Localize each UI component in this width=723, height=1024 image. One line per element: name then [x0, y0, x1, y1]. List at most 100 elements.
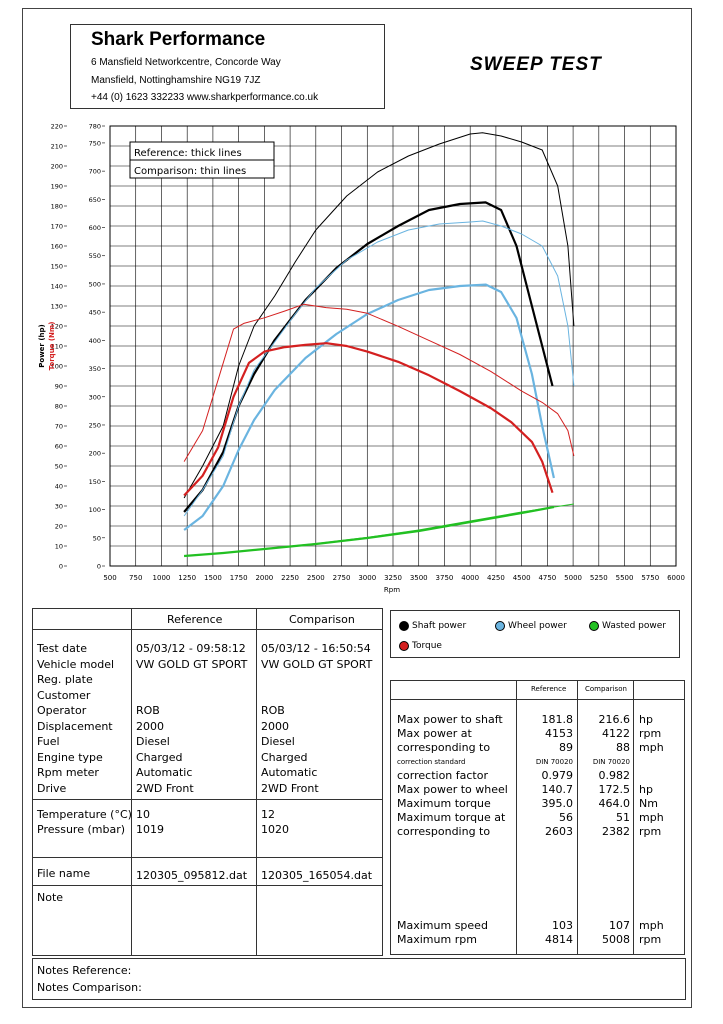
- result-cmp-rows2-1: 5008: [602, 933, 630, 946]
- env-ref-temp: 10: [136, 808, 150, 821]
- torque-tick-label: 150: [89, 478, 101, 486]
- power-tick-label: 70: [55, 423, 63, 431]
- env-ref-pressure: 1019: [136, 823, 164, 836]
- x-axis-label: Rpm: [384, 586, 400, 594]
- env-cmp-temp: 12: [261, 808, 275, 821]
- env-label-pressure: Pressure (mbar): [37, 823, 126, 836]
- result-ref-rows-4: 0.979: [541, 769, 574, 782]
- torque-tick-label: 750: [89, 139, 101, 147]
- result-cmp-rows-7: 51: [616, 811, 630, 824]
- env-cmp-pressure: 1020: [261, 823, 289, 836]
- result-cmp-rows-1: 4122: [602, 727, 630, 740]
- x-tick-label: 3750: [436, 574, 454, 582]
- x-tick-label: 6000: [667, 574, 685, 582]
- notes-box: Notes Reference: Notes Comparison:: [32, 958, 686, 1000]
- info-label-2: Reg. plate: [37, 673, 93, 686]
- info-cmp-1: VW GOLD GT SPORT: [261, 657, 373, 671]
- company-address-line1: 6 Mansfield Networkcentre, Concorde Way: [91, 57, 281, 68]
- power-tick-label: 140: [51, 283, 63, 291]
- power-tick-label: 170: [51, 223, 63, 231]
- results-table: Reference Comparison Max power to shaft 1…: [390, 680, 685, 955]
- x-tick-label: 1500: [204, 574, 222, 582]
- result-label-rows-8: corresponding to: [397, 825, 491, 838]
- power-tick-label: 190: [51, 183, 63, 191]
- series-wheel-power-thin: [183, 220, 575, 517]
- result-cmp-rows-4: 0.982: [598, 769, 631, 782]
- result-label-rows-1: Max power at: [397, 727, 472, 740]
- legend-shaft-label: Shaft power: [412, 621, 467, 631]
- result-ref-rows-5: 140.7: [541, 783, 574, 796]
- result-unit-rows-2: mph: [639, 741, 664, 754]
- torque-tick-label: 550: [89, 252, 101, 260]
- info-label-3: Customer: [37, 688, 91, 702]
- company-name: Shark Performance: [91, 29, 266, 50]
- power-tick-label: 50: [55, 463, 63, 471]
- chart-legend: Shaft power Wheel power Wasted power Tor…: [390, 610, 680, 658]
- x-tick-label: 750: [129, 574, 142, 582]
- info-col-reference: Reference: [167, 613, 223, 626]
- result-unit-rows-0: hp: [639, 713, 653, 726]
- legend-torque-label: Torque: [412, 641, 442, 651]
- power-tick-label: 200: [51, 163, 63, 171]
- result-unit-rows-7: mph: [639, 811, 664, 824]
- result-ref-rows2-1: 4814: [545, 933, 573, 946]
- info-cmp-9: 2WD Front: [261, 781, 319, 795]
- company-contact: +44 (0) 1623 332233 www.sharkperformance…: [91, 92, 319, 103]
- power-tick-label: 180: [51, 203, 63, 211]
- vehicle-info-table: Reference Comparison Test date 05/03/12 -…: [32, 608, 383, 956]
- info-cmp-4: ROB: [261, 704, 285, 717]
- power-tick-label: 100: [51, 363, 63, 371]
- result-label-rows-2: corresponding to: [397, 741, 491, 754]
- note-label: Note: [37, 891, 64, 904]
- chart-axes: 500 750 1000 1250 1500 1750 2000 2250 2500 2750 30…: [51, 123, 685, 583]
- power-tick-label: 60: [55, 443, 63, 451]
- power-tick-label: 120: [51, 323, 63, 331]
- result-cmp-rows-2: 88: [616, 741, 630, 754]
- power-tick-label: 80: [55, 403, 63, 411]
- info-label-6: Fuel: [37, 735, 60, 748]
- report-title: SWEEP TEST: [470, 54, 602, 75]
- info-ref-7: Charged: [136, 750, 183, 764]
- x-tick-label: 4250: [487, 574, 505, 582]
- info-label-9: Drive: [37, 781, 67, 795]
- x-tick-label: 2000: [255, 574, 273, 582]
- result-label-rows2-0: Maximum speed: [397, 919, 488, 932]
- series-torque-thick: [183, 342, 554, 497]
- result-cmp-rows2-0: 107: [609, 919, 630, 932]
- info-ref-4: ROB: [136, 704, 160, 717]
- result-ref-rows-7: 56: [559, 811, 573, 824]
- x-tick-label: 4750: [538, 574, 556, 582]
- legend-torque-swatch: [399, 641, 409, 651]
- torque-tick-label: 200: [89, 450, 101, 458]
- notes-reference: Notes Reference:: [37, 964, 132, 977]
- result-ref-rows-8: 2603: [545, 825, 573, 838]
- y-axis-label-power: Power (hp): [38, 324, 46, 367]
- file-comparison: 120305_165054.dat: [261, 869, 373, 882]
- result-cmp-rows-3: DIN 70020: [592, 758, 630, 766]
- x-tick-label: 5000: [564, 574, 582, 582]
- torque-tick-label: 650: [89, 196, 101, 204]
- power-tick-label: 110: [51, 343, 63, 351]
- info-label-1: Vehicle model: [37, 657, 115, 671]
- result-unit-rows2-1: rpm: [639, 933, 662, 946]
- info-ref-5: 2000: [136, 719, 164, 733]
- result-label-rows-7: Maximum torque at: [397, 811, 506, 824]
- series-torque-thin: [183, 303, 575, 462]
- notes-comparison: Notes Comparison:: [37, 981, 142, 994]
- info-label-5: Displacement: [37, 719, 113, 733]
- info-cmp-6: Diesel: [261, 735, 295, 748]
- x-tick-label: 4500: [513, 574, 531, 582]
- result-label-rows-3: correction standard: [397, 758, 466, 766]
- info-label-4: Operator: [37, 704, 87, 717]
- info-cmp-0: 05/03/12 - 16:50:54: [261, 642, 371, 655]
- y-axis-label-torque: Torque (Nm): [48, 322, 56, 371]
- legend-wheel-label: Wheel power: [508, 621, 567, 631]
- info-ref-1: VW GOLD GT SPORT: [136, 657, 248, 671]
- result-label-rows-4: correction factor: [397, 769, 488, 782]
- legend-wheel-power: Wheel power: [495, 621, 567, 631]
- x-tick-label: 1750: [230, 574, 248, 582]
- x-tick-label: 500: [103, 574, 116, 582]
- result-cmp-rows-6: 464.0: [598, 797, 631, 810]
- power-tick-label: 150: [51, 263, 63, 271]
- file-label: File name: [37, 867, 91, 880]
